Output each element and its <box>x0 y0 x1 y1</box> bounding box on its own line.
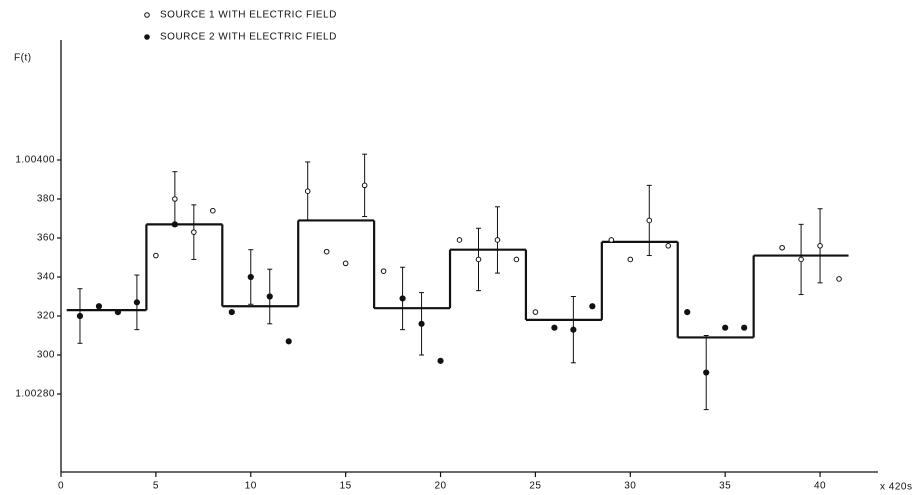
legend-marker <box>144 12 150 18</box>
point <box>380 268 387 274</box>
point <box>210 207 216 214</box>
point <box>779 244 785 251</box>
point <box>95 303 103 310</box>
point <box>76 312 84 320</box>
point <box>665 243 672 249</box>
point <box>684 309 691 316</box>
point <box>551 324 558 331</box>
y-tick-label: 340 <box>37 272 55 283</box>
point <box>304 188 311 194</box>
x-tick-label: 5 <box>153 481 159 492</box>
point <box>532 309 539 315</box>
point <box>342 260 349 267</box>
point <box>703 369 710 376</box>
x-tick-label: 0 <box>58 481 64 492</box>
legend-label: SOURCE 1 WITH ELECTRIC FIELD <box>160 10 337 21</box>
point <box>285 338 292 345</box>
point <box>399 295 406 302</box>
point <box>570 326 577 333</box>
point <box>153 252 159 259</box>
x-tick-label: 30 <box>624 481 636 492</box>
point <box>836 276 842 282</box>
x-tick-label: 10 <box>245 481 257 492</box>
point <box>475 256 482 263</box>
point <box>171 221 178 228</box>
x-tick-label: 35 <box>719 481 731 492</box>
point <box>247 273 254 281</box>
point <box>437 357 444 364</box>
point <box>798 256 804 263</box>
x-tick-label: 25 <box>529 481 541 492</box>
point <box>361 182 368 189</box>
point <box>172 196 178 202</box>
point <box>608 237 615 243</box>
x-tick-label: 20 <box>434 481 446 492</box>
point <box>228 309 235 316</box>
point <box>722 324 729 331</box>
y-tick-label: 1.00400 <box>15 155 55 166</box>
point <box>418 320 425 327</box>
point <box>114 309 122 316</box>
y-axis-label: F(t) <box>14 53 32 64</box>
y-tick-label: 1.00280 <box>15 389 55 400</box>
legend-label: SOURCE 2 WITH ELECTRIC FIELD <box>160 32 337 43</box>
point <box>191 229 197 235</box>
point <box>513 256 520 263</box>
point <box>627 256 634 263</box>
y-tick-label: 380 <box>37 194 55 205</box>
x-tick-label: 40 <box>814 481 826 492</box>
point <box>741 324 748 331</box>
legend-marker <box>144 34 150 40</box>
point <box>589 303 596 310</box>
point <box>817 243 823 249</box>
y-tick-label: 320 <box>37 311 55 322</box>
point <box>133 299 141 306</box>
point <box>266 293 273 300</box>
y-tick-label: 360 <box>37 233 55 244</box>
x-tick-label: 15 <box>340 481 352 492</box>
point <box>494 237 501 243</box>
x-axis-label: x 420s <box>880 482 912 493</box>
point <box>646 217 653 224</box>
point <box>323 248 330 255</box>
point <box>456 237 463 243</box>
y-tick-label: 300 <box>37 350 55 361</box>
